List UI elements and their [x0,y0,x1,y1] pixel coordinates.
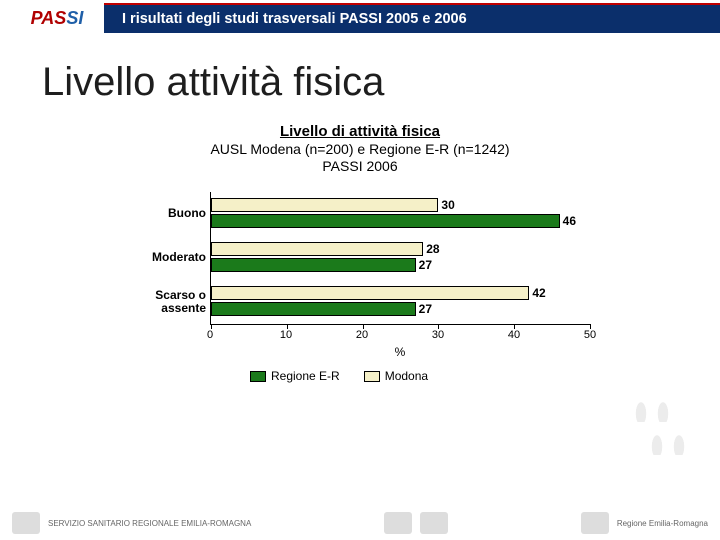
slide-title: Livello attività fisica [42,60,720,105]
chart-titles: Livello di attività fisica AUSL Modena (… [0,123,720,174]
x-tick-label: 20 [356,329,368,341]
category-label: Buono [130,192,210,236]
chart-subtitle-1: AUSL Modena (n=200) e Regione E-R (n=124… [0,141,720,157]
x-axis-title: % [210,345,590,359]
header-banner: I risultati degli studi trasversali PASS… [104,3,720,33]
logo-part-1: PAS [31,8,67,29]
chart-subtitle-2: PASSI 2006 [0,158,720,174]
regione-logo-icon [581,512,609,534]
bar: 42 [211,286,529,300]
ssr-logo-icon [12,512,40,534]
x-axis-labels: 01020304050 [210,329,590,345]
footer-right: Regione Emilia-Romagna [581,512,708,534]
passi-logo: PASSI [0,1,104,35]
legend-swatch [250,371,266,382]
bar: 30 [211,198,438,212]
bar-group: 28 27 [211,236,590,280]
bar-group: 42 27 [211,280,590,324]
legend-label: Regione E-R [271,369,340,383]
ccm-logo-icon [384,512,412,534]
legend: Regione E-R Modona [250,369,590,383]
partner-logo-icon [420,512,448,534]
y-axis-labels: BuonoModeratoScarso oassente [130,192,210,325]
footer-left-text: SERVIZIO SANITARIO REGIONALE EMILIA-ROMA… [48,519,251,528]
footprints-watermark [630,394,690,460]
bar-value-label: 27 [415,258,432,272]
x-tick-label: 50 [584,329,596,341]
plot-area: 30 46 28 27 42 27 [210,192,590,325]
bar: 27 [211,258,416,272]
category-label: Scarso oassente [130,280,210,324]
legend-item: Modona [364,369,428,383]
bar-value-label: 46 [559,214,576,228]
chart-title: Livello di attività fisica [0,123,720,140]
bar: 27 [211,302,416,316]
bar: 28 [211,242,423,256]
legend-item: Regione E-R [250,369,340,383]
footer-center [384,512,448,534]
chart: BuonoModeratoScarso oassente 30 46 28 27 42 2… [130,192,590,383]
bar-group: 30 46 [211,192,590,236]
bar: 46 [211,214,560,228]
legend-label: Modona [385,369,428,383]
header: PASSI I risultati degli studi trasversal… [0,0,720,36]
footer: SERVIZIO SANITARIO REGIONALE EMILIA-ROMA… [0,512,720,534]
logo-part-2: SI [66,8,83,29]
x-tick-label: 30 [432,329,444,341]
legend-swatch [364,371,380,382]
bar-value-label: 30 [437,198,454,212]
bar-value-label: 28 [422,242,439,256]
bar-value-label: 27 [415,302,432,316]
x-tick-label: 40 [508,329,520,341]
category-label: Moderato [130,236,210,280]
footer-right-text: Regione Emilia-Romagna [617,519,708,528]
x-tick-label: 10 [280,329,292,341]
bar-value-label: 42 [528,286,545,300]
footer-left: SERVIZIO SANITARIO REGIONALE EMILIA-ROMA… [12,512,251,534]
x-tick-label: 0 [207,329,213,341]
